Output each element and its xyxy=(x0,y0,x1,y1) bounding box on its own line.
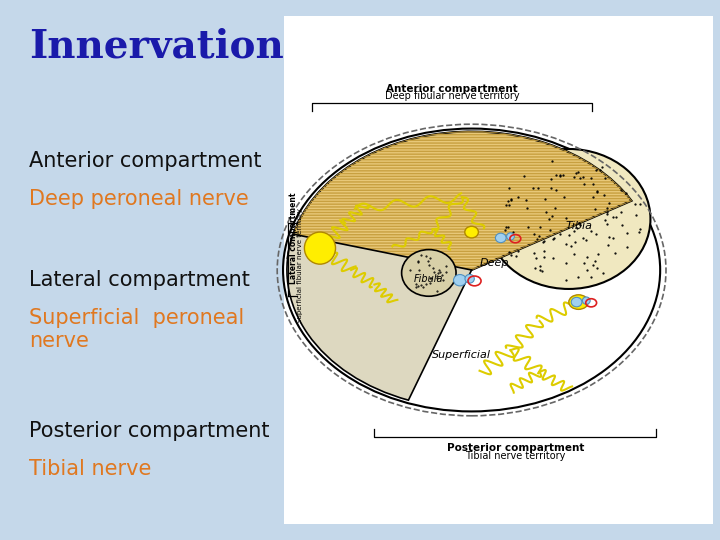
Ellipse shape xyxy=(507,233,514,240)
Ellipse shape xyxy=(402,249,456,296)
Text: Innervation: Innervation xyxy=(29,27,284,65)
Text: Superficial fibular nerve territory: Superficial fibular nerve territory xyxy=(297,208,303,322)
Text: Fibula: Fibula xyxy=(414,274,444,284)
Ellipse shape xyxy=(487,149,650,289)
Ellipse shape xyxy=(465,226,478,238)
Text: Lateral compartment: Lateral compartment xyxy=(289,192,299,284)
Text: Lateral compartment: Lateral compartment xyxy=(29,270,250,290)
Text: Tibial nerve territory: Tibial nerve territory xyxy=(465,451,565,461)
Text: Anterior compartment: Anterior compartment xyxy=(29,151,261,171)
Wedge shape xyxy=(287,132,631,270)
Text: Tibia: Tibia xyxy=(565,221,592,231)
Text: Deep peroneal nerve: Deep peroneal nerve xyxy=(29,189,248,209)
Text: Deep: Deep xyxy=(480,258,510,268)
Ellipse shape xyxy=(465,274,474,283)
Ellipse shape xyxy=(571,298,582,307)
Wedge shape xyxy=(287,234,472,400)
Text: Deep fibular nerve territory: Deep fibular nerve territory xyxy=(385,91,519,101)
Ellipse shape xyxy=(582,297,590,304)
Text: Superficial  peroneal
nerve: Superficial peroneal nerve xyxy=(29,308,244,351)
Text: Posterior compartment: Posterior compartment xyxy=(29,421,269,441)
Ellipse shape xyxy=(495,233,506,242)
Text: Posterior compartment: Posterior compartment xyxy=(446,443,584,453)
Ellipse shape xyxy=(305,232,336,264)
Ellipse shape xyxy=(454,274,467,286)
Text: Tibial nerve: Tibial nerve xyxy=(29,459,151,479)
Bar xyxy=(284,16,713,524)
Text: Anterior compartment: Anterior compartment xyxy=(387,84,518,94)
Text: Superficial: Superficial xyxy=(433,349,491,360)
Ellipse shape xyxy=(569,295,588,309)
Circle shape xyxy=(283,129,660,411)
